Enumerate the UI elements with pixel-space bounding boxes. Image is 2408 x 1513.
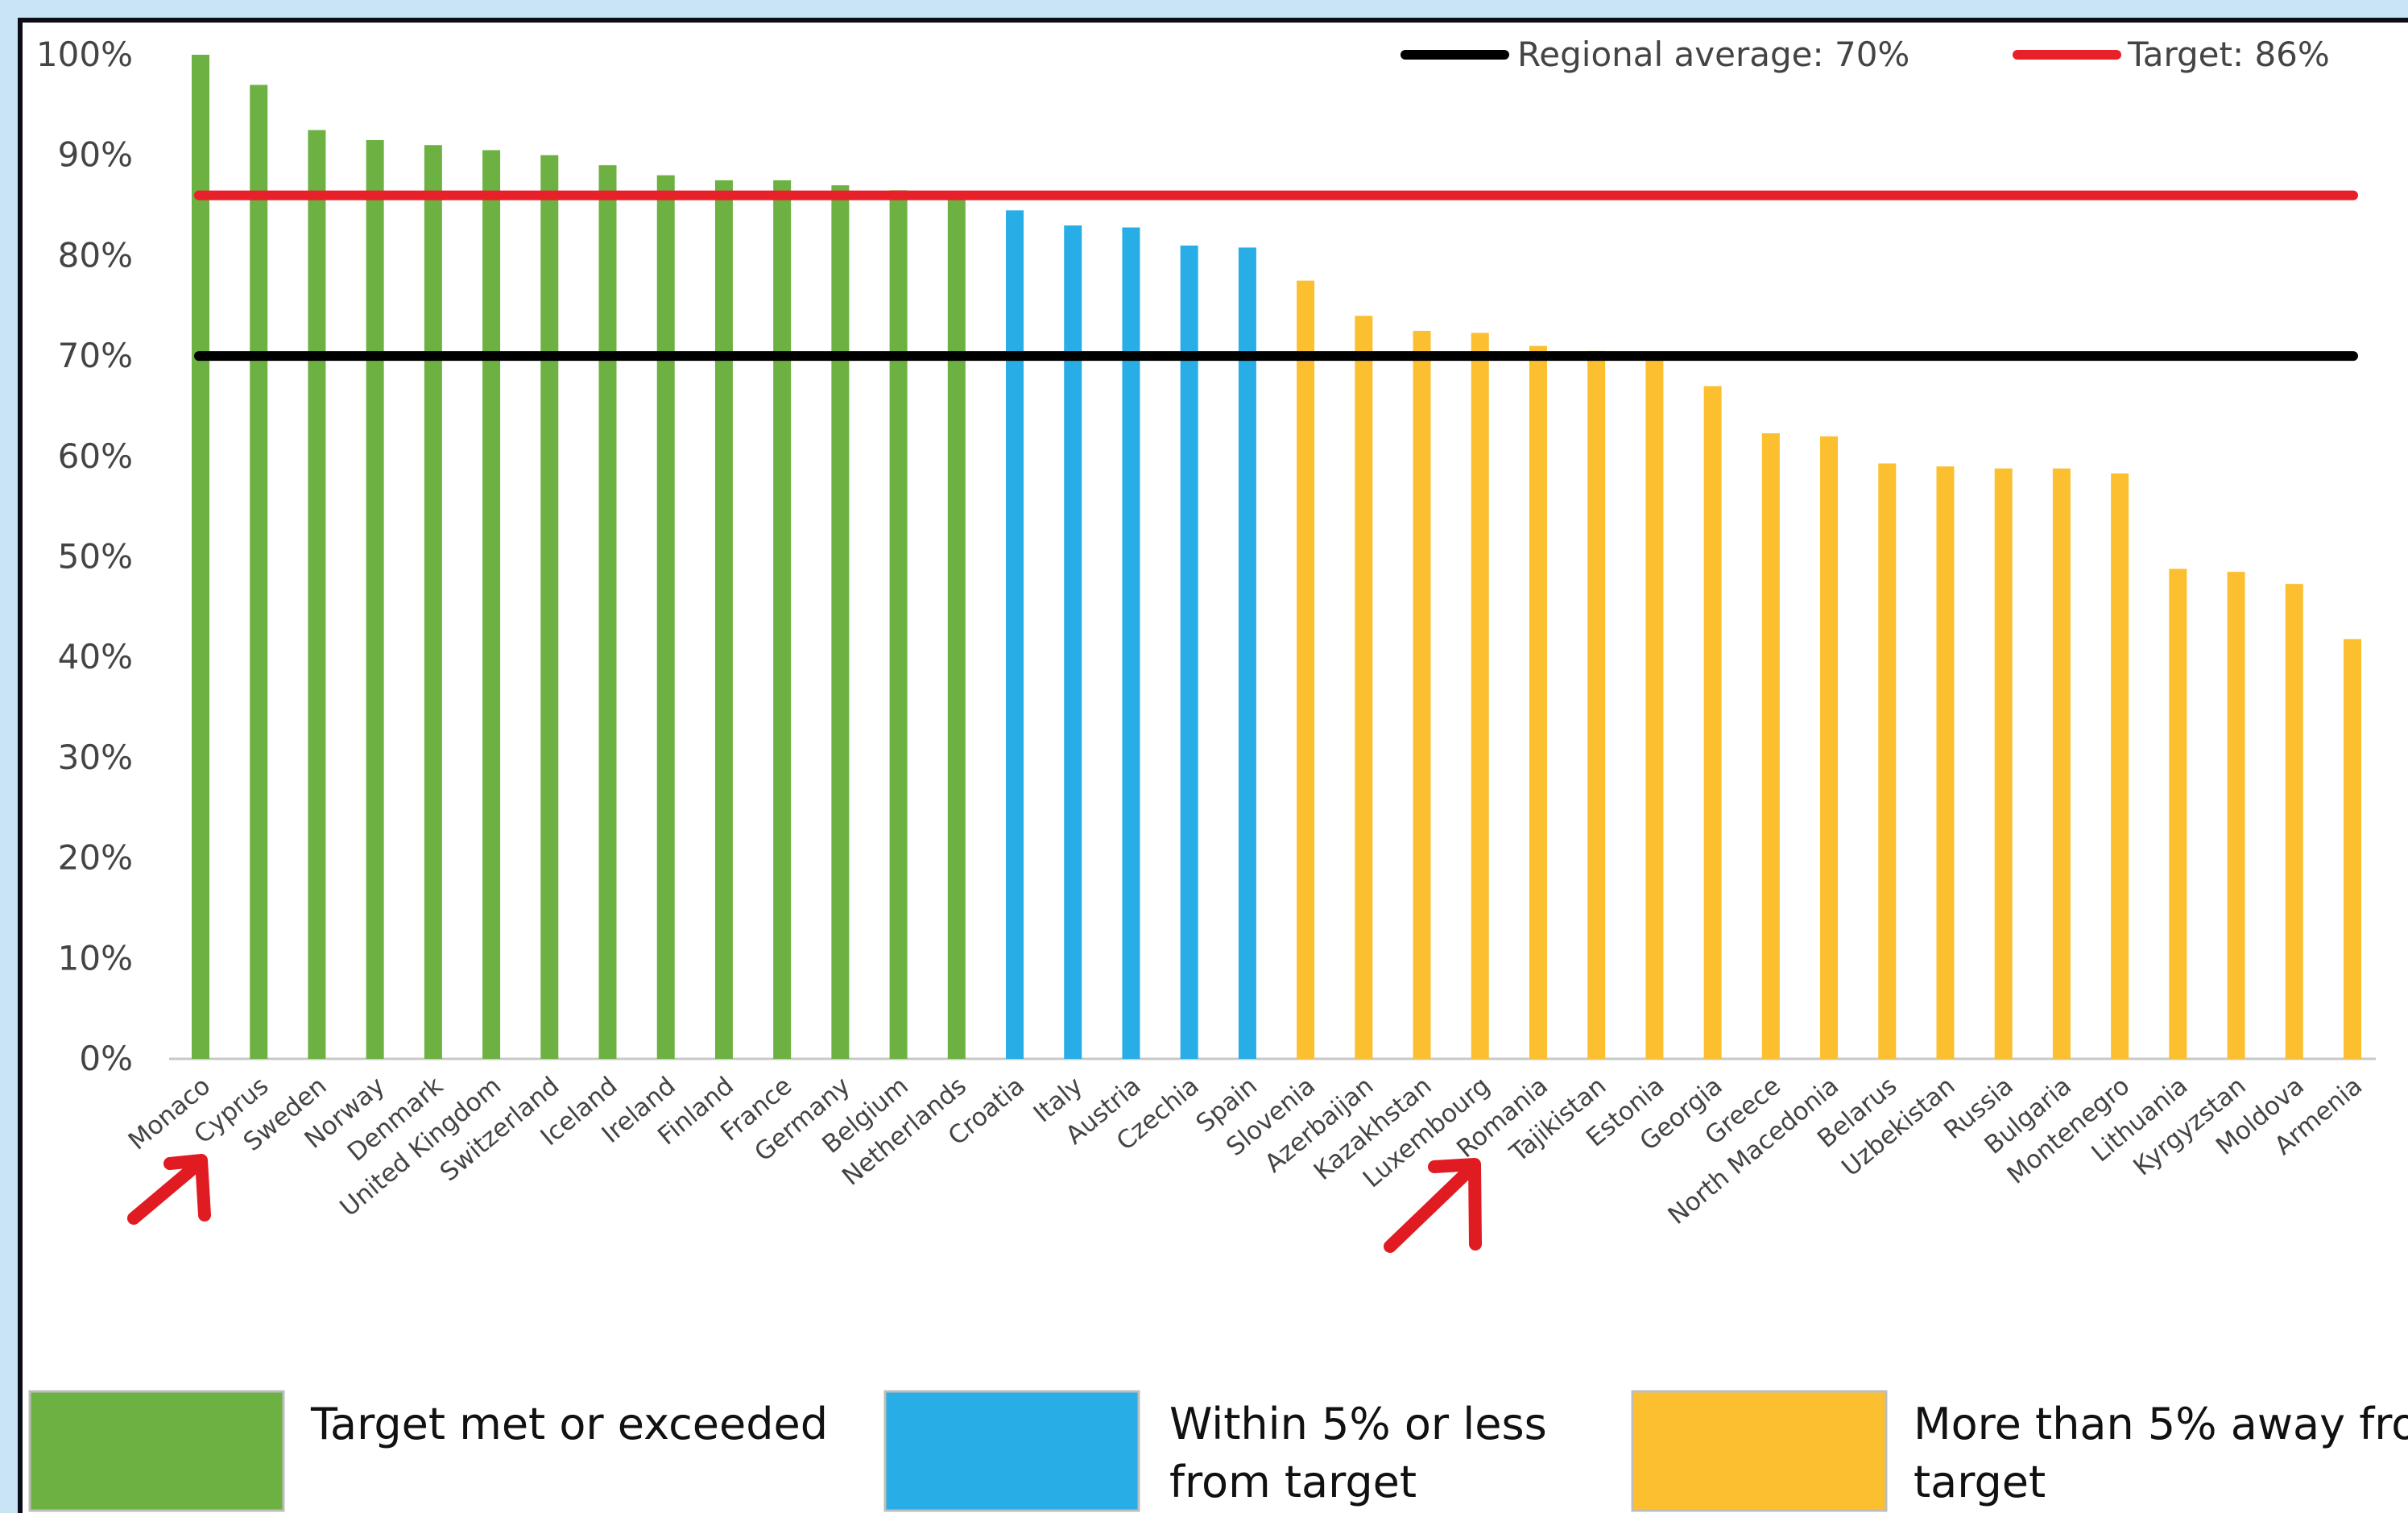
legend-label: More than 5% away fro [1914, 1399, 2408, 1449]
legend-label: Within 5% or less [1169, 1399, 1547, 1449]
bar-spain [1238, 247, 1256, 1059]
bar-germany [831, 185, 850, 1060]
bar-switzerland [540, 155, 559, 1060]
y-tick-label: 80% [58, 235, 133, 275]
legend-swatch-away [1631, 1390, 1888, 1512]
bar-luxembourg [1471, 333, 1489, 1059]
bar-tajikistan [1587, 350, 1606, 1059]
y-tick-label: 0% [79, 1039, 133, 1078]
legend-label: target [1914, 1457, 2046, 1507]
bar-bulgaria [2052, 468, 2071, 1059]
y-tick-label: 20% [58, 838, 133, 878]
bar-denmark [424, 145, 442, 1060]
red-arrow-luxembourg-head [1428, 1158, 1482, 1250]
bar-finland [714, 180, 733, 1059]
bar-north-macedonia [1820, 436, 1839, 1059]
y-tick-label: 40% [58, 637, 133, 676]
y-tick-label: 30% [58, 738, 133, 777]
bar-croatia [1006, 210, 1024, 1059]
y-tick-label: 90% [58, 135, 133, 175]
bar-azerbaijan [1355, 316, 1373, 1060]
bar-estonia [1645, 358, 1664, 1059]
bar-kyrgyzstan [2227, 572, 2245, 1059]
bar-georgia [1703, 386, 1722, 1059]
bar-czechia [1180, 245, 1198, 1059]
y-tick-label: 70% [58, 336, 133, 375]
bar-france [773, 180, 792, 1059]
legend-label: Regional average: 70% [1517, 35, 1909, 74]
red-arrow-luxembourg-shaft [1384, 1160, 1479, 1253]
bar-romania [1529, 345, 1547, 1059]
bar-ireland [656, 175, 675, 1059]
bar-austria [1122, 227, 1140, 1059]
bar-uzbekistan [1936, 466, 1955, 1059]
bar-italy [1064, 225, 1082, 1059]
bar-moldova [2285, 584, 2303, 1059]
y-tick-label: 10% [58, 938, 133, 978]
y-tick-label: 60% [58, 436, 133, 476]
bar-netherlands [947, 195, 966, 1060]
bar-montenegro [2111, 473, 2129, 1059]
bar-kazakhstan [1413, 330, 1431, 1059]
legend-swatch-met [28, 1390, 285, 1512]
bar-norway [366, 139, 384, 1059]
bar-slovenia [1297, 280, 1315, 1059]
legend-label: from target [1169, 1457, 1417, 1507]
bar-monaco [192, 55, 209, 1059]
bar-iceland [598, 165, 617, 1059]
bar-russia [1994, 468, 2013, 1059]
bar-sweden [308, 130, 326, 1059]
bar-armenia [2344, 639, 2361, 1059]
bar-belgium [889, 190, 908, 1060]
bar-united-kingdom [482, 150, 501, 1060]
bar-cyprus [250, 85, 268, 1059]
red-arrow-monaco-head [163, 1154, 211, 1222]
legend-label: Target met or exceeded [310, 1399, 828, 1449]
legend-label: Target: 86% [2127, 35, 2330, 74]
y-tick-label: 100% [36, 35, 133, 74]
bar-greece [1761, 433, 1780, 1059]
bar-lithuania [2169, 568, 2187, 1059]
red-arrow-monaco-shaft [127, 1156, 206, 1225]
bar-belarus [1878, 463, 1897, 1059]
y-tick-label: 50% [58, 537, 133, 577]
legend-swatch-within [883, 1390, 1140, 1512]
